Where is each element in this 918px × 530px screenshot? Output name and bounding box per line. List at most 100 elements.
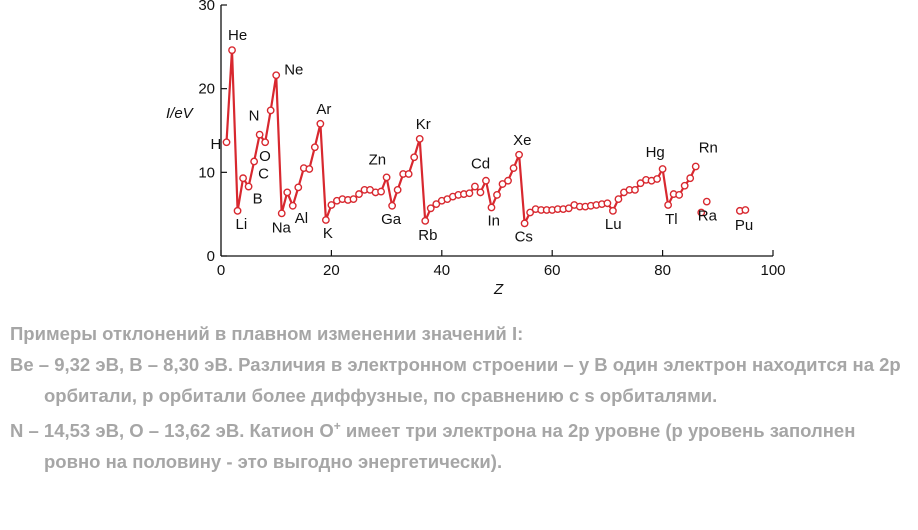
- element-label-xe: Xe: [513, 132, 531, 149]
- data-point-z71: [609, 206, 617, 215]
- data-point-z56: [526, 208, 535, 217]
- element-label-he: He: [228, 27, 247, 44]
- data-point-z19: [321, 216, 330, 224]
- data-point-z63: [564, 204, 573, 213]
- data-point-z86: [691, 162, 700, 171]
- data-point-z75: [631, 186, 639, 194]
- element-label-k: K: [323, 225, 333, 242]
- data-point-z9: [266, 106, 275, 115]
- data-point-z70: [603, 199, 612, 208]
- data-point-z6: [250, 157, 259, 166]
- element-label-ra: Ra: [698, 208, 718, 225]
- data-point-z36: [415, 134, 424, 143]
- x-tick-label-40: 40: [433, 262, 450, 279]
- notes-paragraph-2-end: имеет три электрона на 2р уровне (р уров…: [44, 420, 856, 473]
- data-point-z24: [349, 195, 358, 204]
- data-point-z16: [305, 165, 314, 173]
- x-axis-title: Z: [493, 281, 504, 298]
- element-label-rn: Rn: [699, 139, 718, 156]
- data-point-z46: [471, 182, 479, 191]
- element-label-zn: Zn: [369, 151, 387, 168]
- data-point-z95: [741, 206, 750, 214]
- data-point-z72: [614, 195, 623, 204]
- data-point-z18: [316, 119, 325, 128]
- element-label-hg: Hg: [646, 144, 665, 161]
- element-label-rb: Rb: [418, 227, 437, 244]
- data-point-z7: [255, 130, 264, 139]
- data-point-z48: [482, 176, 490, 185]
- x-tick-label-0: 0: [217, 262, 225, 279]
- notes-paragraph-2-superscript: +: [333, 419, 341, 433]
- data-point-z35: [410, 153, 419, 162]
- y-tick-label-30: 30: [198, 0, 215, 14]
- data-point-z76: [636, 179, 645, 188]
- y-axis-title: I/eV: [166, 105, 195, 122]
- data-point-z55: [520, 219, 529, 228]
- element-label-lu: Lu: [605, 216, 622, 233]
- element-label-c: C: [258, 165, 269, 182]
- data-point-z14: [294, 183, 303, 192]
- data-point-z87: [697, 208, 706, 217]
- data-point-z4: [239, 174, 247, 183]
- element-label-tl: Tl: [665, 211, 678, 228]
- data-point-z30: [382, 173, 391, 182]
- data-point-z50: [493, 191, 501, 199]
- data-point-z52: [504, 176, 512, 185]
- y-tick-label-0: 0: [207, 248, 215, 265]
- data-point-z34: [404, 170, 413, 178]
- element-label-o: O: [259, 148, 271, 165]
- element-label-h: H: [211, 136, 222, 153]
- data-point-z32: [393, 186, 402, 194]
- data-point-z2: [228, 46, 236, 55]
- data-point-z10: [272, 71, 281, 80]
- notes-block: Примеры отклонений в плавном изменении з…: [10, 318, 910, 477]
- element-label-li: Li: [236, 216, 248, 233]
- x-tick-label-20: 20: [323, 262, 340, 279]
- element-label-n: N: [249, 108, 260, 125]
- data-point-z37: [421, 216, 430, 225]
- data-point-z85: [686, 174, 695, 183]
- element-label-ne: Ne: [284, 61, 303, 78]
- data-point-z83: [675, 191, 684, 199]
- data-point-z12: [283, 188, 292, 197]
- data-point-z5: [244, 182, 253, 191]
- data-point-z38: [426, 204, 435, 213]
- notes-paragraph-2: N – 14,53 эВ, O – 13,62 эВ. Катион O+ им…: [10, 411, 910, 477]
- element-label-ar: Ar: [316, 101, 331, 118]
- element-label-al: Al: [295, 210, 308, 227]
- notes-title: Примеры отклонений в плавном изменении з…: [10, 323, 524, 344]
- x-tick-label-60: 60: [544, 262, 561, 279]
- data-point-z79: [653, 175, 661, 183]
- data-point-z51: [498, 180, 507, 188]
- data-point-z29: [377, 187, 385, 196]
- data-point-z20: [327, 201, 336, 209]
- data-point-z39: [432, 200, 441, 209]
- data-point-z80: [658, 165, 667, 173]
- data-point-z45: [465, 189, 474, 198]
- notes-paragraph-2-start: N – 14,53 эВ, O – 13,62 эВ. Катион O: [10, 420, 334, 442]
- data-point-z47: [476, 188, 485, 197]
- data-point-z11: [277, 209, 286, 218]
- element-label-na: Na: [272, 219, 292, 236]
- data-point-z17: [310, 143, 319, 152]
- data-point-z13: [288, 201, 297, 210]
- y-tick-label-20: 20: [198, 81, 215, 98]
- data-point-z54: [515, 150, 523, 159]
- data-point-z25: [355, 190, 363, 198]
- data-point-z31: [388, 201, 397, 210]
- y-tick-label-10: 10: [198, 164, 215, 181]
- data-point-z53: [509, 164, 518, 173]
- element-label-b: B: [253, 191, 263, 208]
- data-point-z81: [664, 201, 673, 209]
- element-label-ga: Ga: [381, 211, 402, 228]
- notes-paragraph-1: Be – 9,32 эВ, B – 8,30 эВ. Различия в эл…: [10, 354, 901, 406]
- data-point-z49: [487, 203, 496, 212]
- element-label-pu: Pu: [735, 217, 753, 234]
- data-point-z84: [680, 181, 689, 190]
- element-label-kr: Kr: [416, 116, 431, 133]
- element-label-in: In: [487, 212, 500, 229]
- x-tick-label-80: 80: [654, 262, 671, 279]
- data-point-z3: [233, 206, 242, 215]
